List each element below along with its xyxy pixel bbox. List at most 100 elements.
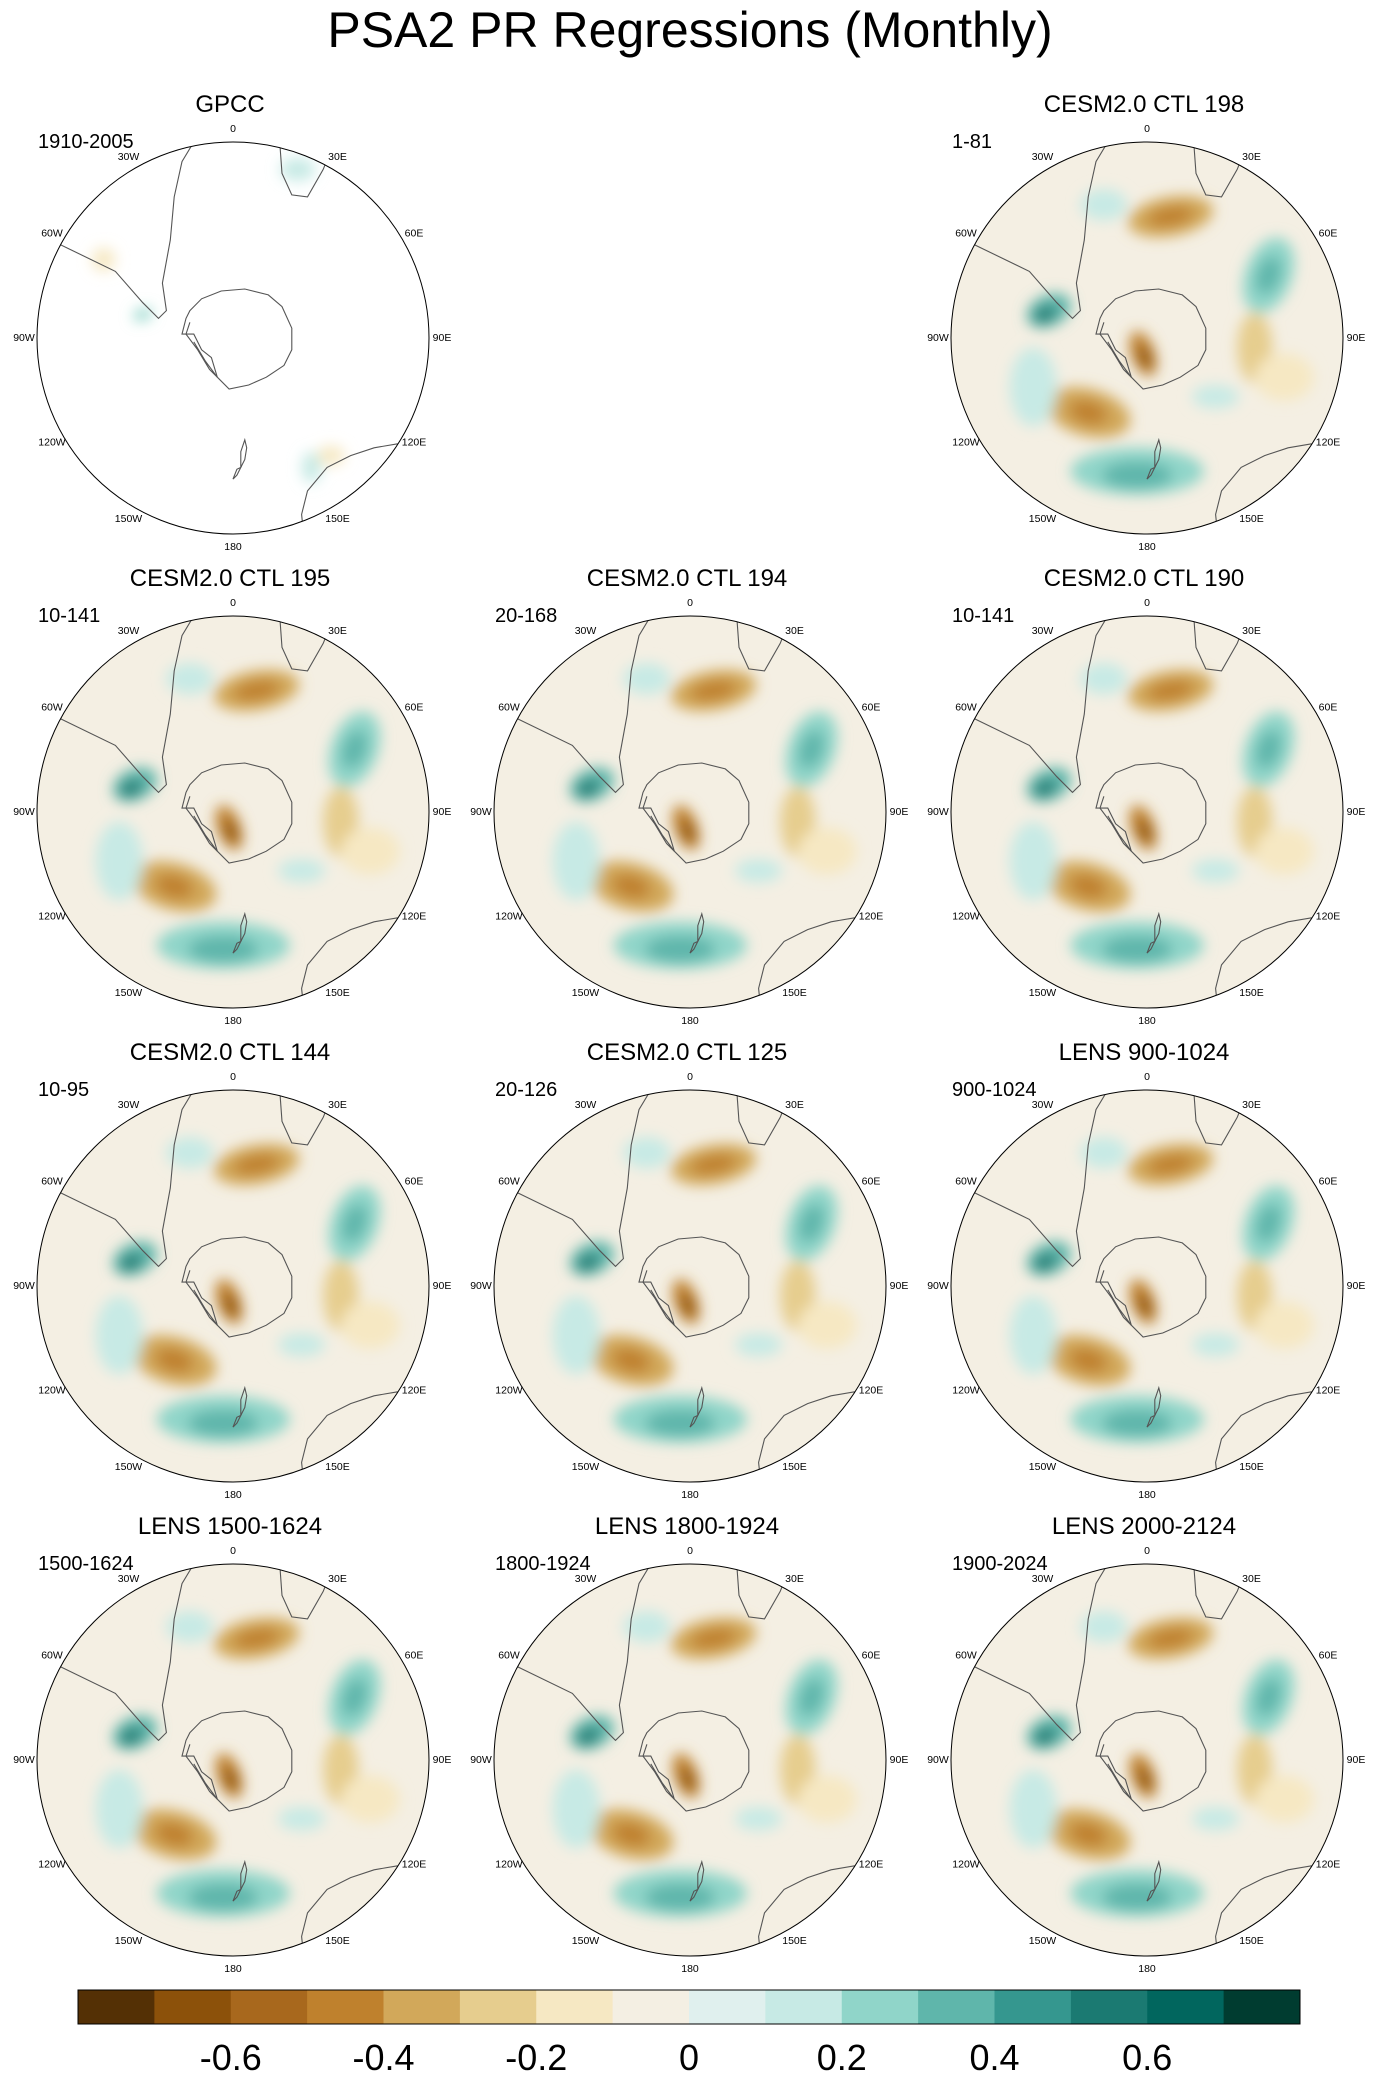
peninsula-coastline [1099,322,1132,378]
longitude-label: 150E [1239,987,1264,999]
map-panel: LENS 2000-2124 1900-2024 0 30E 60E 90E 120E 1… [914,1422,1374,1975]
anomaly-contour [119,1253,143,1272]
longitude-label: 30E [785,1099,804,1111]
anomaly-contour [1254,1301,1314,1349]
anomaly-contour [612,874,651,899]
south-america-coastline [964,616,1109,794]
longitude-label: 30W [118,625,140,637]
longitude-label: 150W [1029,513,1057,525]
polar-map: 0 30E 60E 90E 120E 150E 180 150W 120W 90W 60W 30W [470,1545,908,1975]
longitude-label: 180 [1138,541,1156,553]
anomaly-contour [340,1301,400,1349]
map-boundary [493,1563,887,1957]
longitude-label: 30E [785,625,804,637]
longitude-label: 150E [1239,1461,1264,1473]
map-disk [37,142,429,534]
anomaly-contour [552,821,600,901]
antarctica-coastline [1095,1710,1207,1812]
anomaly-contour [1254,1775,1314,1823]
longitude-label: 90E [433,1754,452,1766]
anomaly-contour [1192,1333,1240,1357]
anomaly-contour [1033,779,1057,798]
longitude-label: 150W [115,513,143,525]
antarctica-coastline [181,762,293,864]
anomaly-field [1009,663,1314,969]
colorbar-tick-label: -0.6 [200,2037,262,2078]
anomaly-contour [1138,1294,1152,1317]
panel-years: 10-141 [952,605,1015,627]
colorbar-swatch [689,1990,766,2024]
panel-title: LENS 1800-1924 [594,1513,780,1540]
anomaly-contour [690,1628,737,1649]
anomaly-contour [95,821,143,901]
longitude-label: 30E [785,1573,804,1585]
south-america-coastline [964,1564,1109,1742]
map-boundary [950,615,1344,1009]
anomaly-contour [340,1775,400,1823]
longitude-label: 120W [38,1858,66,1870]
australia-coastline [1215,443,1312,534]
map-boundary [36,1089,430,1483]
longitude-label: 90W [13,332,35,344]
new-zealand-coastline [1154,911,1162,942]
longitude-label: 90E [890,1280,909,1292]
colorbar-swatch [78,1990,155,2024]
anomaly-contour [552,1769,600,1849]
longitude-label: 120E [1316,910,1341,922]
panel-years: 1-81 [952,131,993,153]
longitude-label: 30E [328,151,347,163]
peninsula-coastline [185,796,218,852]
map-panel: CESM2.0 CTL 144 10-95 0 30E 60E 90E 120E 150E… [0,948,460,1501]
longitude-label: 60W [955,1649,977,1661]
africa-coastline [1193,145,1246,198]
colorbar-swatch [459,1990,537,2024]
panel-years: 1910-2005 [38,131,134,153]
longitude-label: 30E [1242,625,1261,637]
australia-coastline [1215,917,1312,1008]
anomaly-contour [278,1807,326,1831]
longitude-label: 150W [1029,1461,1057,1473]
panel-years: 1900-2024 [952,1553,1048,1575]
polar-map: 0 30E 60E 90E 120E 150E 180 150W 120W 90W 60W 30W [13,1545,452,1975]
anomaly-contour [576,779,600,798]
anomaly-contour [233,1154,280,1175]
australia-coastline [1215,1391,1312,1482]
anomaly-contour [552,1295,600,1375]
anomaly-field [95,1611,400,1917]
anomaly-contour [166,1137,214,1169]
longitude-label: 120E [402,1858,427,1870]
new-zealand-coastline [232,940,243,954]
new-zealand-coastline [697,911,705,942]
longitude-label: 150E [325,1935,350,1947]
map-panel: CESM2.0 CTL 190 10-141 0 30E 60E 90E 120E 150… [914,474,1374,1027]
africa-coastline [279,619,332,672]
anomaly-contour [1192,1807,1240,1831]
anomaly-contour [623,1611,671,1643]
antarctica-coastline [181,288,293,390]
antarctica-coastline [1095,1236,1207,1338]
longitude-label: 0 [687,1071,693,1083]
longitude-label: 150W [115,1935,143,1947]
anomaly-contour [224,1294,238,1317]
panel-title: LENS 2000-2124 [1051,1513,1237,1540]
longitude-label: 30E [328,625,347,637]
panel-years: 10-141 [38,605,101,627]
longitude-label: 60E [405,1649,424,1661]
africa-coastline [279,1567,332,1620]
longitude-label: 60W [41,1649,63,1661]
antarctica-coastline [1095,288,1207,390]
longitude-label: 30W [118,1573,140,1585]
longitude-label: 0 [230,597,236,609]
anomaly-contour [690,1154,737,1175]
antarctica-coastline [638,762,750,864]
longitude-label: 90W [470,1280,492,1292]
longitude-label: 180 [681,1963,699,1975]
south-america-coastline [50,616,195,794]
anomaly-contour [1009,1769,1057,1849]
longitude-label: 180 [224,1015,242,1027]
longitude-label: 90E [1347,1280,1366,1292]
south-america-coastline [50,1090,195,1268]
anomaly-field [1009,1137,1314,1443]
map-panel: CESM2.0 CTL 194 20-168 0 30E 60E 90E 120E 150… [457,474,917,1027]
panel-title: CESM2.0 CTL 195 [129,565,331,592]
